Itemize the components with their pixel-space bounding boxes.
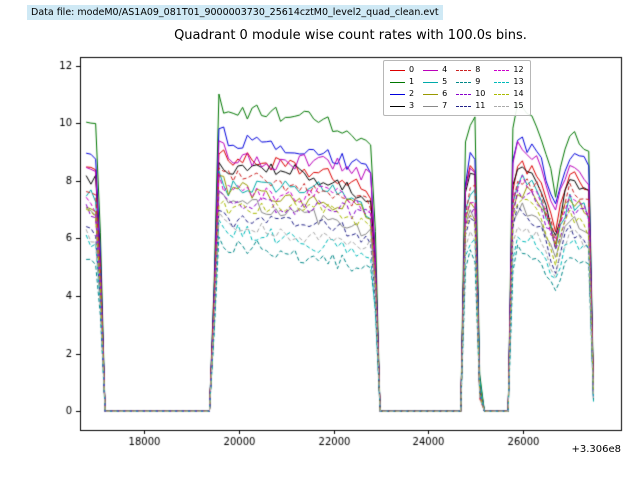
legend-line-swatch xyxy=(494,93,510,95)
legend-item-label: 12 xyxy=(513,65,524,74)
legend-line-swatch xyxy=(423,93,439,95)
legend-item: 5 xyxy=(423,76,447,88)
legend-item: 1 xyxy=(390,76,414,88)
legend-item: 10 xyxy=(456,88,485,100)
legend-item-label: 3 xyxy=(409,101,415,110)
legend-line-swatch xyxy=(390,69,405,71)
legend-item: 2 xyxy=(390,88,414,100)
legend-item: 7 xyxy=(423,100,447,112)
legend-item-label: 9 xyxy=(475,77,481,86)
legend-item: 14 xyxy=(494,88,524,100)
legend-item: 12 xyxy=(494,64,524,76)
legend-item-label: 13 xyxy=(513,77,524,86)
legend-column: 0 1 2 3 xyxy=(390,64,414,112)
legend-item-label: 6 xyxy=(442,89,448,98)
legend-item-label: 1 xyxy=(409,77,415,86)
x-axis-offset-label: +3.306e8 xyxy=(571,444,621,455)
legend-column: 4 5 6 7 xyxy=(423,64,447,112)
legend-line-swatch xyxy=(390,81,405,83)
legend-item-label: 8 xyxy=(475,65,481,74)
legend-item-label: 0 xyxy=(409,65,415,74)
legend: 0 1 2 3 4 5 6 7 8 9 10 11 12 13 14 15 xyxy=(383,60,531,116)
legend-item: 8 xyxy=(456,64,485,76)
legend-item: 4 xyxy=(423,64,447,76)
legend-item-label: 7 xyxy=(442,101,448,110)
legend-item: 6 xyxy=(423,88,447,100)
legend-item-label: 4 xyxy=(442,65,448,74)
legend-line-swatch xyxy=(456,93,472,95)
legend-item: 9 xyxy=(456,76,485,88)
legend-line-swatch xyxy=(423,105,439,107)
legend-item: 0 xyxy=(390,64,414,76)
legend-line-swatch xyxy=(456,81,472,83)
chart-title: Quadrant 0 module wise count rates with … xyxy=(174,28,527,43)
legend-item: 13 xyxy=(494,76,524,88)
legend-line-swatch xyxy=(456,105,472,107)
legend-item: 3 xyxy=(390,100,414,112)
legend-line-swatch xyxy=(494,69,510,71)
legend-column: 12 13 14 15 xyxy=(494,64,524,112)
legend-line-swatch xyxy=(456,69,472,71)
legend-item-label: 11 xyxy=(475,101,486,110)
legend-column: 8 9 10 11 xyxy=(456,64,485,112)
legend-line-swatch xyxy=(390,93,405,95)
legend-line-swatch xyxy=(494,81,510,83)
legend-item-label: 10 xyxy=(475,89,486,98)
legend-line-swatch xyxy=(494,105,510,107)
legend-item-label: 15 xyxy=(513,101,524,110)
legend-item-label: 5 xyxy=(442,77,448,86)
legend-line-swatch xyxy=(390,105,405,107)
legend-item: 15 xyxy=(494,100,524,112)
legend-line-swatch xyxy=(423,81,439,83)
data-file-banner: Data file: modeM0/AS1A09_081T01_90000037… xyxy=(27,5,443,20)
legend-line-swatch xyxy=(423,69,439,71)
legend-item-label: 14 xyxy=(513,89,524,98)
legend-item-label: 2 xyxy=(409,89,415,98)
legend-item: 11 xyxy=(456,100,485,112)
